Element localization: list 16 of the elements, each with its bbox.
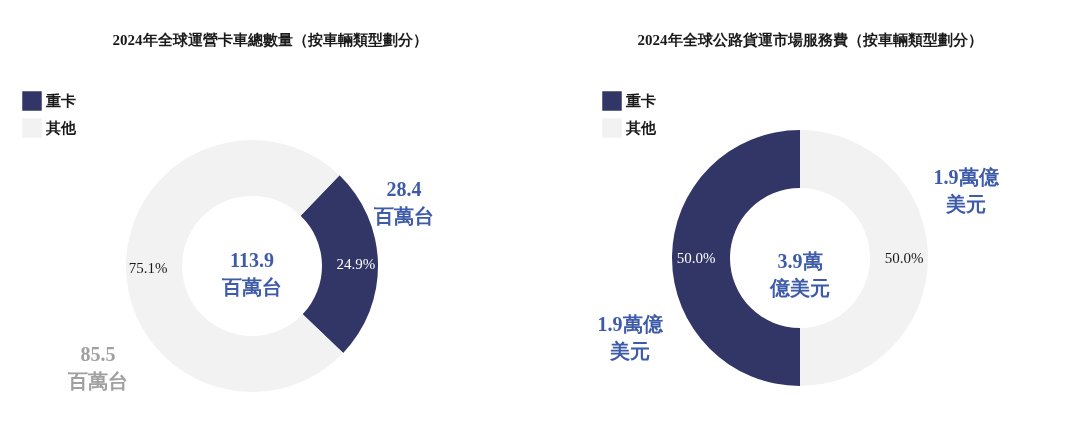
legend-label: 重卡	[45, 93, 76, 109]
legend-label: 其他	[625, 120, 657, 136]
text: 85.5 百萬台	[67, 343, 128, 392]
text: 1.9萬億美元	[597, 313, 664, 362]
data-label: 75.1%	[128, 260, 168, 277]
data-label: 24.9%	[336, 255, 376, 272]
text: 1.9萬億美元	[933, 166, 1000, 215]
data-label: 50.0%	[676, 250, 716, 266]
text: 28.4 百萬台	[373, 178, 434, 227]
chart-title: 2024年全球公路貨運市場服務費（按車輛類型劃分）	[637, 31, 983, 49]
legend-label: 重卡	[625, 93, 656, 109]
text: 3.9萬億美元	[769, 250, 830, 299]
chart-title: 2024年全球運營卡車總數量（按車輛類型劃分）	[112, 32, 428, 48]
legend-label: 其他	[45, 120, 77, 136]
text: 113.9 百萬台	[221, 249, 282, 298]
data-label: 50.0%	[884, 250, 924, 266]
